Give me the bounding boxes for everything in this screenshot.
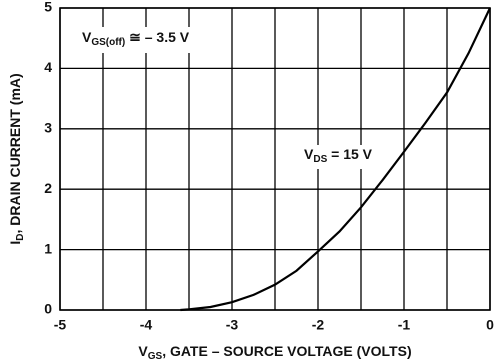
y-tick-label: 2 xyxy=(44,180,52,196)
x-tick-label: 0 xyxy=(486,317,494,333)
y-tick-label: 4 xyxy=(44,59,52,75)
plot-frame xyxy=(59,7,491,311)
x-axis-label: VGS, GATE – SOURCE VOLTAGE (VOLTS) xyxy=(138,343,411,362)
text-part: V xyxy=(138,343,148,359)
text-part: GS xyxy=(148,351,163,362)
annotation-bg xyxy=(78,27,218,53)
annotation-bg xyxy=(300,145,388,169)
text-part: GS(off) xyxy=(91,37,125,48)
text-part: V xyxy=(304,146,314,162)
text-part: I xyxy=(7,241,23,245)
x-tick-label: -2 xyxy=(312,317,325,333)
text-part: , DRAIN CURRENT (mA) xyxy=(7,73,23,233)
y-axis-label: ID, DRAIN CURRENT (mA) xyxy=(7,73,26,244)
annotation: VGS(off) ≅ – 3.5 V xyxy=(82,29,190,48)
x-tick-label: -3 xyxy=(226,317,239,333)
annotation: VDS = 15 V xyxy=(304,146,373,165)
x-tick-label: -4 xyxy=(140,317,153,333)
data-line xyxy=(180,7,491,312)
text-part: D xyxy=(15,234,26,241)
text-part: ≅ – 3.5 V xyxy=(125,29,190,45)
text-part: DS xyxy=(313,154,327,165)
y-tick-label: 5 xyxy=(44,0,52,15)
y-tick-label: 1 xyxy=(44,240,52,256)
text-part: = 15 V xyxy=(327,146,372,162)
x-tick-label: -5 xyxy=(54,317,67,333)
text-part: , GATE – SOURCE VOLTAGE (VOLTS) xyxy=(162,343,411,359)
y-tick-label: 3 xyxy=(44,120,52,136)
x-tick-label: -1 xyxy=(398,317,411,333)
text-part: V xyxy=(82,29,92,45)
y-tick-label: 0 xyxy=(44,301,52,317)
